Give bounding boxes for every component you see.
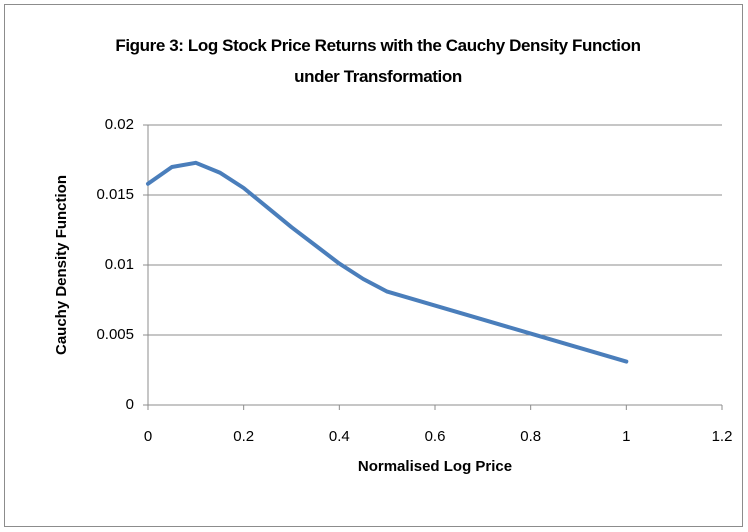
data-line bbox=[146, 160, 629, 364]
y-tick-label: 0 bbox=[126, 396, 134, 413]
x-tick-label: 0 bbox=[144, 428, 152, 445]
y-axis-label: Cauchy Density Function bbox=[53, 175, 70, 355]
x-tick-label: 0.6 bbox=[425, 428, 446, 445]
x-tick-label: 1 bbox=[622, 428, 630, 445]
x-tick-label: 0.8 bbox=[520, 428, 541, 445]
y-tick-label: 0.015 bbox=[96, 186, 134, 203]
x-tick-label: 0.4 bbox=[329, 428, 350, 445]
x-tick-label: 0.2 bbox=[233, 428, 254, 445]
y-tick-label: 0.01 bbox=[105, 256, 134, 273]
x-axis-label: Normalised Log Price bbox=[358, 458, 512, 475]
chart-frame bbox=[4, 4, 743, 527]
y-tick-label: 0.005 bbox=[96, 326, 134, 343]
y-tick-label: 0.02 bbox=[105, 116, 134, 133]
chart-title: Figure 3: Log Stock Price Returns with t… bbox=[115, 36, 641, 86]
x-tick-label: 1.2 bbox=[712, 428, 733, 445]
